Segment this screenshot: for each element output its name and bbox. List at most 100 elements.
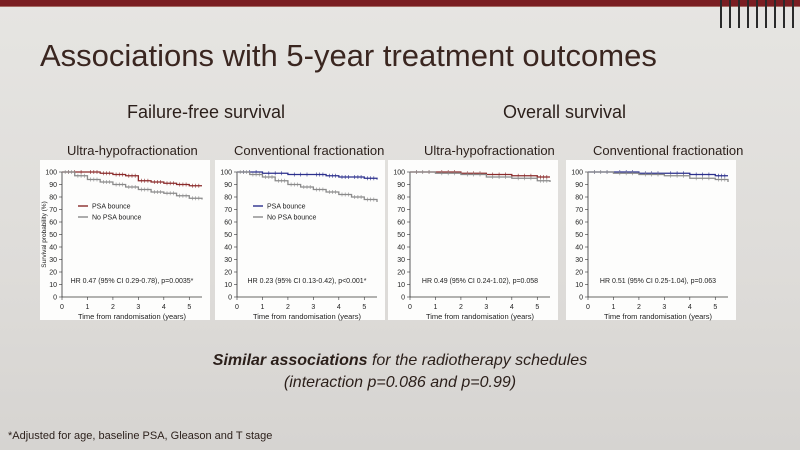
y-tick-label: 40 (224, 245, 232, 252)
legend-label-1: PSA bounce (267, 204, 306, 211)
y-tick-label: 10 (575, 282, 583, 289)
x-tick-label: 0 (60, 304, 64, 311)
y-tick-label: 20 (575, 270, 583, 277)
y-tick-label: 60 (397, 220, 405, 227)
hr-annotation: HR 0.23 (95% CI 0.13-0.42), p<0.001* (248, 278, 367, 285)
y-tick-label: 60 (49, 220, 57, 227)
y-tick-label: 50 (49, 232, 57, 239)
y-tick-label: 90 (397, 182, 405, 189)
chart-title-3: Ultra-hypofractionation (424, 143, 555, 158)
y-tick-label: 0 (579, 295, 583, 302)
y-tick-label: 70 (575, 207, 583, 214)
y-tick-label: 70 (49, 207, 57, 214)
y-tick-label: 70 (224, 207, 232, 214)
y-tick-label: 20 (397, 270, 405, 277)
chart-background (388, 160, 558, 320)
x-tick-label: 3 (311, 304, 315, 311)
hr-annotation: HR 0.51 (95% CI 0.25-1.04), p=0.063 (600, 278, 716, 285)
section-title-ffs: Failure-free survival (127, 102, 286, 122)
y-tick-label: 30 (397, 257, 405, 264)
x-tick-label: 5 (535, 304, 539, 311)
x-tick-label: 4 (337, 304, 341, 311)
y-tick-label: 50 (224, 232, 232, 239)
series-line-2 (237, 171, 378, 202)
x-axis-label: Time from randomisation (years) (253, 312, 362, 321)
chart-title-2: Conventional fractionation (234, 143, 385, 158)
y-tick-label: 0 (228, 295, 232, 302)
series-line-2 (410, 171, 551, 182)
y-tick-label: 90 (224, 182, 232, 189)
x-tick-label: 3 (484, 304, 488, 311)
y-tick-label: 90 (49, 182, 57, 189)
y-tick-label: 100 (571, 170, 583, 177)
note-line1: for the radiotherapy schedules (367, 352, 588, 369)
x-tick-label: 0 (586, 304, 590, 311)
y-tick-label: 40 (575, 245, 583, 252)
legend-label-2: No PSA bounce (92, 215, 142, 222)
x-axis-label: Time from randomisation (years) (78, 312, 187, 321)
legend-label-2: No PSA bounce (267, 215, 317, 222)
chart-title-1: Ultra-hypofractionation (67, 143, 198, 158)
km-chart-os-conv: 0 10 20 30 40 50 60 70 80 90 100 0 1 2 3 4 5 Time from ra… (566, 160, 736, 325)
y-tick-label: 50 (575, 232, 583, 239)
x-tick-label: 0 (235, 304, 239, 311)
x-tick-label: 1 (86, 304, 90, 311)
chart-title-4: Conventional fractionation (593, 143, 744, 158)
y-tick-label: 40 (397, 245, 405, 252)
y-tick-label: 30 (49, 257, 57, 264)
x-tick-label: 2 (286, 304, 290, 311)
x-axis-label: Time from randomisation (years) (604, 312, 713, 321)
y-tick-label: 10 (224, 282, 232, 289)
y-tick-label: 80 (397, 195, 405, 202)
x-tick-label: 4 (162, 304, 166, 311)
x-tick-label: 2 (637, 304, 641, 311)
km-chart-ffs-conv: 0 10 20 30 40 50 60 70 80 90 100 0 1 2 3 4 5 Time from ra… (215, 160, 385, 325)
series-line-1 (62, 171, 202, 187)
corner-tick-decoration (720, 0, 794, 30)
legend-label-1: PSA bounce (92, 204, 131, 211)
y-tick-label: 90 (575, 182, 583, 189)
x-tick-label: 5 (187, 304, 191, 311)
hr-annotation: HR 0.47 (95% CI 0.29-0.78), p=0.0035* (71, 278, 194, 285)
y-tick-label: 60 (224, 220, 232, 227)
y-axis-label: Survival probability (%) (41, 201, 48, 267)
x-tick-label: 0 (408, 304, 412, 311)
series-line-2 (62, 171, 203, 200)
y-tick-label: 80 (575, 195, 583, 202)
series-line-2 (588, 171, 729, 182)
note-line2: (interaction p=0.086 and p=0.99) (283, 374, 517, 391)
top-accent-bar (0, 0, 800, 6)
x-tick-label: 4 (510, 304, 514, 311)
section-title-os: Overall survival (503, 102, 627, 122)
y-tick-label: 60 (575, 220, 583, 227)
y-tick-label: 70 (397, 207, 405, 214)
y-tick-label: 0 (53, 295, 57, 302)
x-tick-label: 1 (261, 304, 265, 311)
note-bold: Similar associations (212, 352, 368, 369)
y-tick-label: 10 (397, 282, 405, 289)
x-tick-label: 5 (713, 304, 717, 311)
y-tick-label: 50 (397, 232, 405, 239)
y-tick-label: 40 (49, 245, 57, 252)
y-tick-label: 0 (401, 295, 405, 302)
y-tick-label: 10 (49, 282, 57, 289)
top-accent-line (0, 6, 800, 7)
similar-associations-note: Similar associations for the radiotherap… (0, 350, 800, 394)
y-tick-label: 30 (224, 257, 232, 264)
y-tick-label: 80 (224, 195, 232, 202)
y-tick-label: 20 (224, 270, 232, 277)
km-chart-ffs-uhf: 0 10 20 30 40 50 60 70 80 90 100 0 1 2 3 4 5 Time from ra… (40, 160, 210, 325)
y-tick-label: 30 (575, 257, 583, 264)
y-tick-label: 100 (393, 170, 405, 177)
x-tick-label: 1 (612, 304, 616, 311)
footnote: *Adjusted for age, baseline PSA, Gleason… (8, 430, 273, 442)
x-tick-label: 5 (362, 304, 366, 311)
y-tick-label: 100 (45, 170, 57, 177)
series-line-1 (237, 171, 378, 180)
hr-annotation: HR 0.49 (95% CI 0.24-1.02), p=0.058 (422, 278, 538, 285)
y-tick-label: 80 (49, 195, 57, 202)
